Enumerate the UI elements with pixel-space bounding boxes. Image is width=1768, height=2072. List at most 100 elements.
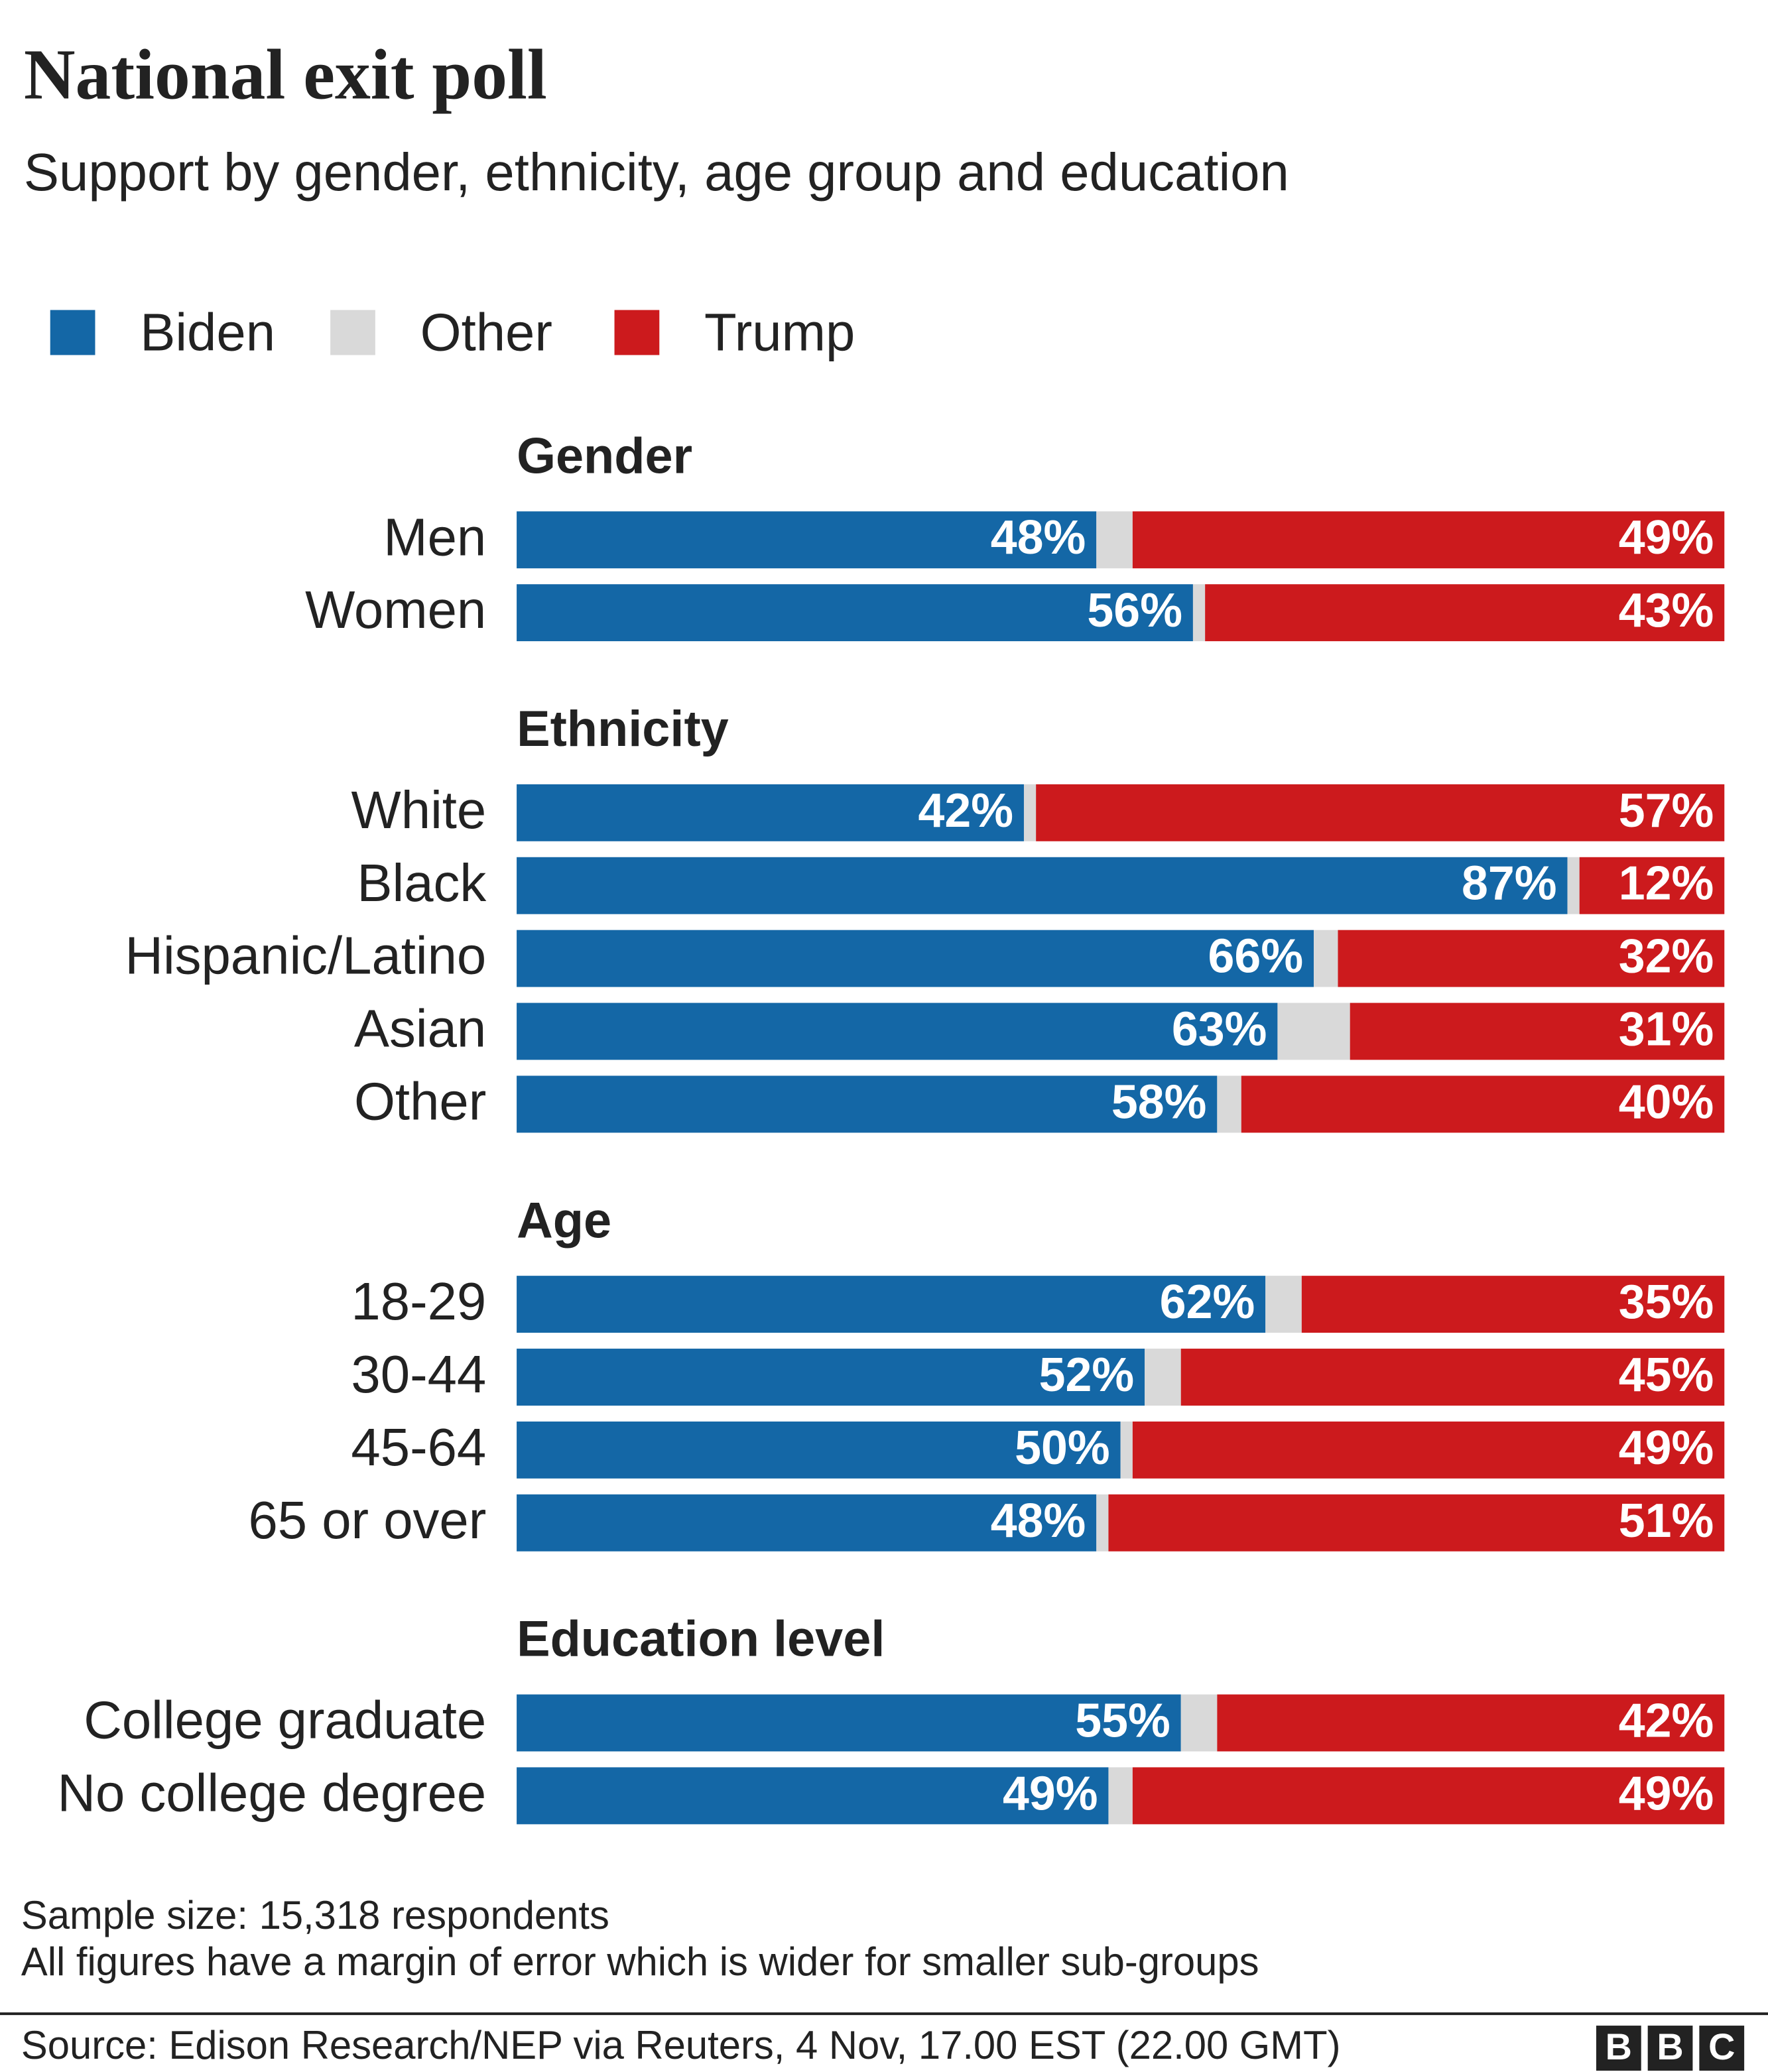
bar-segment	[1567, 857, 1580, 914]
category-label: Women	[305, 580, 486, 639]
group-title: Age	[517, 1192, 611, 1249]
bar-segment	[517, 784, 1024, 841]
bar-segment	[1579, 857, 1725, 914]
bar-segment	[1314, 930, 1338, 987]
data-label: 66%	[1208, 930, 1304, 983]
bar-segment	[517, 857, 1568, 914]
chart-title: National exit poll	[24, 36, 547, 115]
data-label: 49%	[1619, 511, 1714, 564]
logo-box	[1647, 2026, 1693, 2071]
bar-segment	[517, 1349, 1145, 1406]
data-label: 48%	[991, 511, 1086, 564]
data-label: 35%	[1619, 1276, 1714, 1329]
bar-segment	[1145, 1349, 1181, 1406]
bar-segment	[1120, 1421, 1133, 1479]
group-title: Ethnicity	[517, 701, 729, 757]
note: All figures have a margin of error which…	[21, 1939, 1259, 1984]
bar-segment	[1338, 930, 1725, 987]
bar-segment	[517, 584, 1193, 642]
data-label: 12%	[1619, 857, 1714, 910]
logo-letter: B	[1657, 2026, 1683, 2067]
legend-swatch	[50, 310, 95, 355]
bar-segment	[1301, 1276, 1725, 1333]
bar-segment	[1180, 1694, 1218, 1752]
category-label: Black	[357, 853, 487, 912]
bar-segment	[1217, 1694, 1725, 1752]
category-label: Hispanic/Latino	[125, 926, 486, 985]
bar-segment	[1180, 1349, 1725, 1406]
category-label: 45-64	[351, 1418, 486, 1477]
logo-letter: C	[1708, 2026, 1735, 2067]
bar-segment	[517, 1003, 1278, 1060]
data-label: 52%	[1039, 1349, 1135, 1402]
bar-segment	[1217, 1075, 1241, 1133]
category-label: 65 or over	[248, 1491, 486, 1550]
data-label: 55%	[1075, 1694, 1170, 1747]
data-label: 87%	[1462, 857, 1557, 910]
note: Sample size: 15,318 respondents	[21, 1893, 609, 1937]
bar-segment	[517, 1075, 1218, 1133]
category-label: 30-44	[351, 1345, 486, 1404]
bar-segment	[1108, 1767, 1133, 1825]
bar-segment	[1096, 1494, 1109, 1552]
data-label: 58%	[1111, 1075, 1207, 1128]
bar-segment	[1350, 1003, 1725, 1060]
bar-segment	[1023, 784, 1037, 841]
bar-segment	[517, 1421, 1121, 1479]
category-label: No college degree	[57, 1763, 486, 1822]
data-label: 56%	[1087, 584, 1182, 637]
legend-label: Trump	[704, 303, 855, 362]
data-label: 49%	[1619, 1422, 1714, 1475]
source: Source: Edison Research/NEP via Reuters,…	[21, 2023, 1341, 2067]
bar-segment	[1241, 1075, 1725, 1133]
data-label: 48%	[991, 1494, 1086, 1548]
legend-label: Other	[420, 303, 552, 362]
category-label: Men	[383, 507, 486, 566]
data-label: 49%	[1619, 1767, 1714, 1820]
bar-segment	[1132, 1767, 1725, 1825]
data-label: 43%	[1619, 584, 1714, 637]
bar-segment	[1205, 584, 1725, 642]
data-label: 32%	[1619, 930, 1714, 983]
bar-segment	[517, 1276, 1266, 1333]
bar-segment	[1265, 1276, 1302, 1333]
data-label: 42%	[918, 784, 1013, 837]
chart-subtitle: Support by gender, ethnicity, age group …	[24, 143, 1289, 202]
category-label: White	[351, 780, 487, 839]
group-title: Education level	[517, 1611, 885, 1668]
bar-segment	[1108, 1494, 1725, 1552]
data-label: 57%	[1619, 784, 1714, 837]
bar-segment	[1192, 584, 1206, 642]
data-label: 49%	[1003, 1767, 1098, 1820]
data-label: 31%	[1619, 1003, 1714, 1056]
category-label: Asian	[354, 999, 486, 1058]
data-label: 45%	[1619, 1349, 1714, 1402]
bar-segment	[517, 1694, 1181, 1752]
logo-box	[1596, 2026, 1641, 2071]
legend-swatch	[330, 310, 375, 355]
data-label: 62%	[1160, 1276, 1255, 1329]
bar-segment	[517, 1767, 1109, 1825]
bar-segment	[1036, 784, 1725, 841]
bar-segment	[1132, 511, 1725, 569]
category-label: Other	[354, 1071, 486, 1130]
bar-segment	[1277, 1003, 1350, 1060]
bar-segment	[1132, 1421, 1725, 1479]
group-title: Gender	[517, 428, 692, 484]
category-label: College graduate	[84, 1691, 486, 1750]
logo-box	[1699, 2026, 1745, 2071]
logo-letter: B	[1606, 2026, 1632, 2067]
bar-segment	[517, 511, 1097, 569]
data-label: 50%	[1015, 1422, 1110, 1475]
bar-segment	[517, 930, 1314, 987]
data-label: 63%	[1172, 1003, 1267, 1056]
bar-segment	[1096, 511, 1133, 569]
bar-segment	[517, 1494, 1097, 1552]
legend-label: Biden	[140, 303, 275, 362]
data-label: 42%	[1619, 1694, 1714, 1747]
legend-swatch	[614, 310, 660, 355]
data-label: 51%	[1619, 1494, 1714, 1548]
category-label: 18-29	[351, 1272, 486, 1331]
